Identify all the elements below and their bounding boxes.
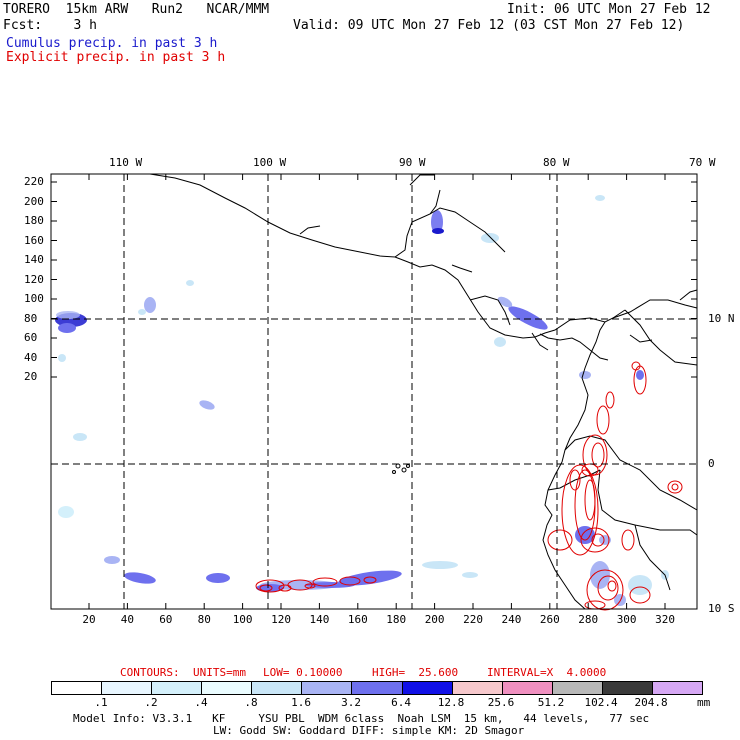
legend-swatch	[151, 682, 202, 694]
x-tick-label: 280	[578, 613, 599, 626]
y-tick-label: 20	[24, 370, 38, 383]
y-tick-label: 100	[24, 292, 44, 305]
x-tick-label: 120	[271, 613, 291, 626]
y-tick-label: 140	[24, 253, 44, 266]
top-label-70w: 70 W	[689, 156, 716, 169]
legend-label: 12.8	[437, 696, 465, 709]
legend-label: 25.6	[487, 696, 515, 709]
y-tick-label: 40	[24, 350, 38, 364]
legend-swatch	[551, 682, 602, 694]
x-tick-label: 200	[424, 613, 445, 626]
physics-info: LW: Godd SW: Goddard DIFF: simple KM: 2D…	[213, 724, 525, 737]
color-legend-bar	[51, 681, 703, 695]
legend-swatch	[251, 682, 302, 694]
top-label-90w: 90 W	[399, 156, 426, 169]
y-tick-label: 200	[24, 194, 44, 208]
x-tick-label: 260	[539, 613, 560, 626]
x-tick-label: 220	[463, 613, 483, 626]
contours-low: LOW= 0.10000	[263, 666, 343, 679]
legend-swatch	[101, 682, 152, 694]
legend-swatch	[601, 682, 652, 694]
legend-label: .4	[194, 696, 208, 709]
legend-unit: mm	[697, 696, 711, 709]
y-tick-label: 120	[24, 272, 44, 286]
explicit-precip-label: Explicit precip. in past 3 h	[6, 50, 226, 65]
top-label-100w: 100 W	[253, 156, 287, 169]
x-tick-label: 80	[197, 613, 211, 626]
top-label-80w: 80 W	[543, 156, 570, 169]
legend-swatch	[301, 682, 352, 694]
legend-label: 3.2	[341, 696, 361, 709]
legend-label: 204.8	[634, 696, 668, 709]
legend-label: 102.4	[584, 696, 618, 709]
contours-units: UNITS=mm	[193, 666, 246, 679]
y-tick-label: 220	[24, 175, 44, 188]
init-time: Init: 06 UTC Mon 27 Feb 12	[507, 2, 711, 17]
x-tick-label: 60	[159, 613, 173, 626]
legend-label: 1.6	[291, 696, 311, 709]
y-tick-label: 60	[24, 331, 38, 344]
y-tick-label: 180	[24, 214, 44, 227]
legend-swatch	[501, 682, 552, 694]
x-tick-label: 160	[347, 613, 368, 626]
y-tick-label: 80	[24, 311, 38, 325]
x-tick-label: 320	[655, 613, 675, 626]
y-tick-label: 160	[24, 233, 44, 247]
x-tick-label: 40	[120, 613, 135, 626]
x-tick-label: 100	[232, 613, 253, 626]
legend-label: .8	[244, 696, 258, 709]
legend-swatch	[401, 682, 452, 694]
x-tick-label: 140	[309, 613, 330, 626]
galapagos-islands	[392, 463, 410, 474]
explicit-precip-contours	[255, 361, 683, 611]
legend-swatch	[451, 682, 502, 694]
legend-swatch	[351, 682, 402, 694]
valid-time: Valid: 09 UTC Mon 27 Feb 12 (03 CST Mon …	[293, 18, 685, 33]
coastlines	[149, 173, 698, 610]
right-label-10s: 10 S	[708, 602, 735, 615]
legend-swatch	[201, 682, 252, 694]
model-title: TORERO 15km ARW Run2 NCAR/MMM	[3, 2, 270, 17]
tick-marks	[51, 174, 697, 609]
x-tick-label: 20	[82, 613, 96, 626]
forecast-hour: Fcst: 3 h	[3, 18, 97, 33]
contours-interval: INTERVAL=X 4.0000	[487, 666, 607, 679]
legend-swatch	[52, 682, 102, 694]
contours-high: HIGH= 25.600	[372, 666, 459, 679]
map-frame	[50, 173, 698, 610]
cumulus-precip-label: Cumulus precip. in past 3 h	[6, 36, 218, 51]
x-tick-label: 240	[501, 613, 522, 626]
right-label-10n: 10 N	[708, 312, 735, 325]
legend-label: 6.4	[391, 696, 411, 709]
model-info: Model Info: V3.3.1 KF YSU PBL WDM 6class…	[73, 712, 650, 725]
cumulus-precip-shading	[55, 195, 669, 606]
x-tick-label: 300	[616, 613, 637, 626]
contours-prefix: CONTOURS:	[120, 666, 180, 679]
x-tick-label: 180	[386, 613, 407, 626]
legend-label: 51.2	[537, 696, 565, 709]
right-label-0: 0	[708, 457, 715, 470]
legend-label: .2	[144, 696, 158, 709]
lat-lon-grid	[51, 174, 697, 609]
legend-label: .1	[94, 696, 108, 709]
legend-swatch	[651, 682, 703, 694]
top-label-110w: 110 W	[109, 156, 143, 169]
